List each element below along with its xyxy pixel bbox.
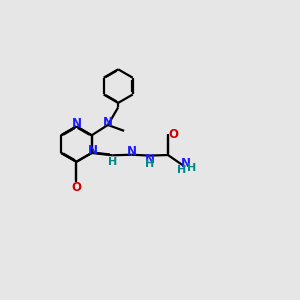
Text: H: H xyxy=(108,157,118,167)
Text: N: N xyxy=(103,116,113,128)
Text: H: H xyxy=(178,165,187,175)
Text: N: N xyxy=(145,153,155,166)
Text: H: H xyxy=(187,163,196,173)
Text: N: N xyxy=(71,117,81,130)
Text: O: O xyxy=(168,128,178,141)
Text: O: O xyxy=(71,181,81,194)
Text: N: N xyxy=(181,157,191,170)
Text: H: H xyxy=(145,159,154,169)
Text: N: N xyxy=(88,144,98,157)
Text: N: N xyxy=(126,145,136,158)
